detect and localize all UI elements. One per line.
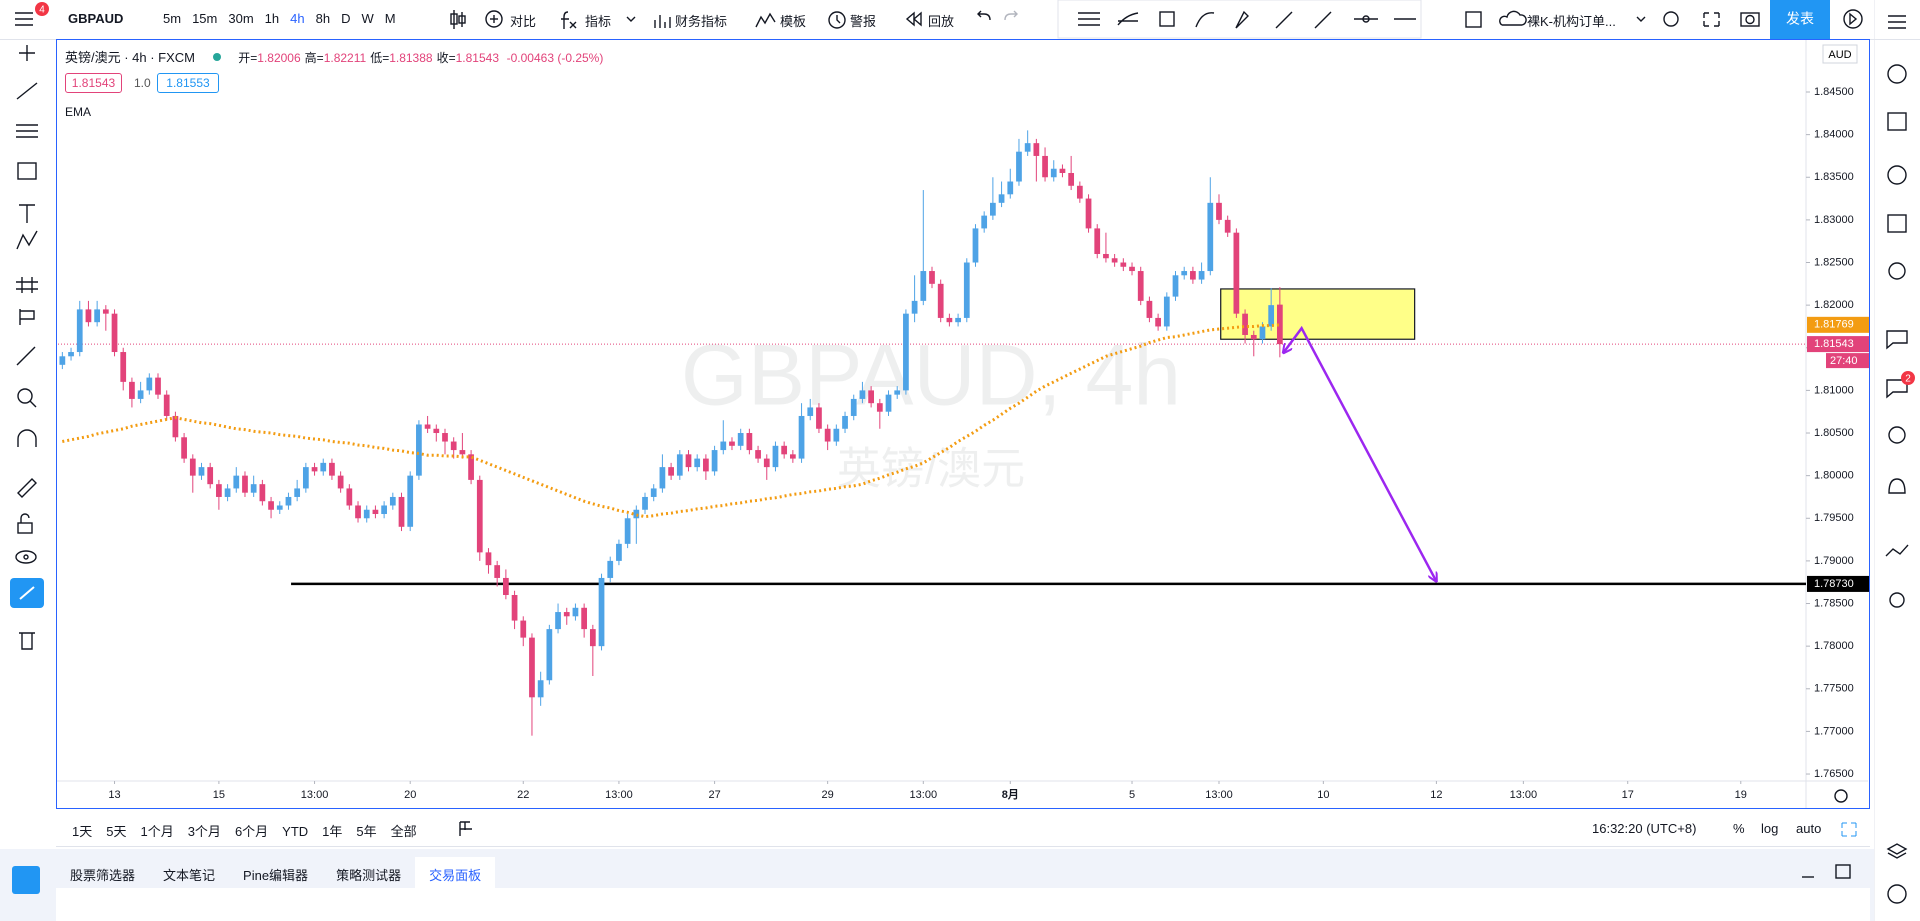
ohlc-value: 1.82006 [257, 51, 301, 65]
tab[interactable]: 策略测试器 [336, 868, 402, 883]
spread: 1.0 [134, 76, 151, 90]
layout-icon[interactable] [1465, 11, 1482, 28]
dropdown[interactable] [626, 16, 636, 22]
badge-text: 4 [39, 5, 45, 16]
toolbar-button[interactable]: 对比 [510, 14, 537, 29]
menu-icon[interactable] [15, 12, 33, 26]
range-button[interactable]: 1年 [322, 824, 343, 839]
toolbar-button[interactable]: 回放 [928, 14, 955, 29]
range-button[interactable]: 1个月 [140, 824, 174, 839]
range-button[interactable]: 5天 [106, 824, 127, 839]
panel-controls [1802, 864, 1851, 879]
top-toolbar: 4 发表 GBPAUD 5m 15m 30m 1h 4h 8 [0, 0, 1920, 40]
redo-icon[interactable] [1004, 10, 1018, 21]
alert-icon[interactable] [828, 11, 846, 29]
ohlc-value: 1.81543 [455, 51, 499, 65]
financials-icon[interactable] [654, 15, 671, 28]
watchlist-button[interactable] [12, 866, 40, 894]
range-button[interactable]: 3个月 [187, 824, 221, 839]
camera-icon[interactable] [1740, 12, 1760, 27]
range-button[interactable]: 1天 [72, 824, 93, 839]
publish-label[interactable]: 发表 [1786, 11, 1814, 27]
maximize[interactable] [1835, 864, 1851, 879]
indicator-icon[interactable] [561, 11, 577, 29]
compare-icon[interactable] [485, 10, 503, 28]
interval[interactable]: 15m [192, 11, 218, 26]
indicator-label[interactable]: EMA [65, 105, 92, 119]
drawing-tools[interactable] [15, 45, 38, 564]
badge-text: 2 [1905, 374, 1911, 385]
range-button[interactable]: 全部 [390, 824, 417, 839]
expand-icon[interactable] [1841, 822, 1857, 837]
cloud-icon[interactable] [1499, 10, 1527, 26]
log-toggle[interactable]: log [1761, 821, 1779, 836]
settings-icon[interactable] [1663, 11, 1679, 27]
range-button[interactable]: YTD [282, 824, 309, 839]
play-icon[interactable] [1843, 9, 1863, 29]
sidebar-icons[interactable] [1885, 15, 1909, 904]
layout-name[interactable]: 裸K-机构订单... [1527, 14, 1616, 29]
buy-button[interactable]: 1.81553 [157, 73, 219, 93]
interval[interactable]: M [384, 11, 396, 26]
tab[interactable]: 交易面板 [415, 857, 496, 888]
toolbar-button[interactable]: 指标 [585, 14, 612, 29]
link-icon [19, 586, 35, 600]
interval[interactable]: 8h [315, 11, 331, 26]
fullscreen-icon[interactable] [1703, 12, 1720, 27]
ohlc-label: 高= [304, 51, 324, 65]
interval[interactable]: 5m [163, 11, 182, 26]
range-button[interactable]: 6个月 [234, 824, 269, 839]
ohlc-value: 1.81388 [389, 51, 433, 65]
symbol[interactable]: GBPAUD [68, 11, 124, 26]
auto-toggle[interactable]: auto [1796, 821, 1822, 836]
replay-icon[interactable] [905, 11, 922, 27]
ohlc-value: 1.82211 [323, 51, 367, 65]
status-dot [212, 53, 221, 61]
candle-icon[interactable] [450, 10, 466, 29]
interval[interactable]: 30m [228, 11, 254, 26]
dropdown[interactable] [1636, 16, 1646, 22]
ohlc-label: 收= [436, 51, 456, 65]
bottom-icons [459, 821, 1857, 837]
ohlc-label: 开= [238, 51, 258, 65]
legend: 英镑/澳元 · 4h · FXCM 开=1.82006 高=1.82211 低=1.… [65, 47, 603, 66]
panel-body [56, 888, 1870, 921]
ohlc: 开=1.82006 高=1.82211 低=1.81388 收=1.81543 [238, 51, 499, 65]
right-sidebar: 2 [1874, 0, 1915, 921]
bottom-bar: 1天 5天 1个月 3个月 6个月 YTD 1年 5年 全部 16:32:20 (UTC+8) … [56, 812, 1870, 847]
date-ranges: 1天 5天 1个月 3个月 6个月 YTD 1年 5年 全部 [72, 821, 431, 840]
interval[interactable]: 4h [290, 11, 305, 26]
clock: 16:32:20 (UTC+8) [1592, 821, 1697, 836]
change: -0.00463 (-0.25%) [506, 51, 604, 65]
undo-icon[interactable] [977, 10, 991, 21]
toolbar-button[interactable]: 财务指标 [675, 14, 728, 29]
badge [35, 2, 49, 16]
range-button[interactable]: 5年 [356, 824, 377, 839]
interval[interactable]: 1h [264, 11, 280, 26]
toolbar-button[interactable]: 警报 [850, 14, 877, 29]
chart-frame [56, 39, 1870, 809]
badge [1901, 371, 1915, 385]
tab[interactable]: Pine编辑器 [243, 868, 309, 883]
publish-button[interactable] [1770, 0, 1830, 39]
left-toolbar [10, 45, 44, 650]
drawing-tools[interactable] [1078, 10, 1416, 29]
toolbar-button[interactable]: 模板 [780, 14, 807, 29]
intervals: 5m 15m 30m 1h 4h 8h D W M [163, 11, 396, 29]
tab[interactable]: 文本笔记 [163, 868, 216, 883]
legend-title: 英镑/澳元 · 4h · FXCM [65, 50, 196, 65]
sell-button[interactable]: 1.81543 [65, 73, 122, 93]
tabs: 股票筛选器 文本笔记 Pine编辑器 策略测试器 交易面板 [56, 857, 496, 888]
template-icon[interactable] [755, 12, 776, 28]
percent-toggle[interactable]: % [1733, 821, 1745, 836]
tab[interactable]: 股票筛选器 [70, 868, 136, 883]
interval[interactable]: W [361, 11, 374, 26]
trash-icon[interactable] [19, 632, 35, 650]
interval[interactable]: D [341, 11, 351, 26]
goto-icon[interactable] [459, 821, 472, 836]
ohlc-label: 低= [370, 51, 390, 65]
toolbar-icons: 4 发表 [15, 0, 1863, 39]
